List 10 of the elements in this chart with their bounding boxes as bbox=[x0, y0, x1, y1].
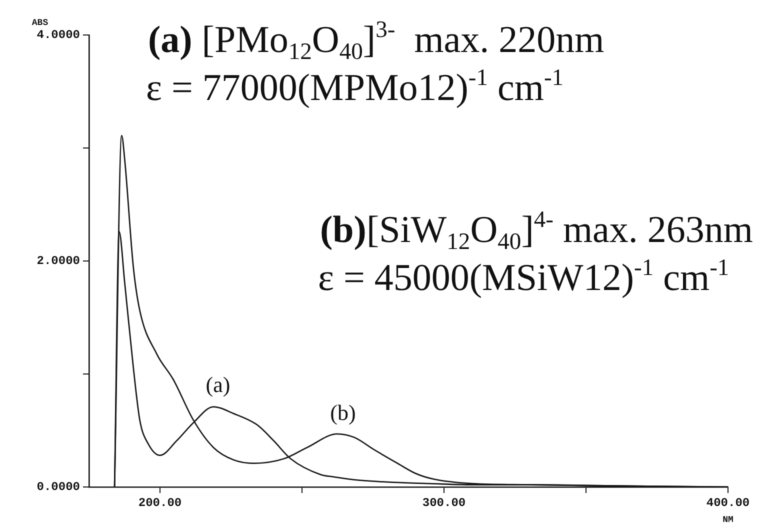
y-tick-label: 4.0000 bbox=[36, 28, 80, 42]
x-tick-label: 300.00 bbox=[422, 496, 466, 510]
annotation: (a) bbox=[206, 372, 230, 397]
x-tick-label: 400.00 bbox=[706, 496, 750, 510]
annotation: (b) bbox=[330, 400, 356, 425]
x-axis-title: NM bbox=[722, 515, 734, 525]
y-tick-label: 0.0000 bbox=[36, 480, 80, 494]
x-tick-label: 200.00 bbox=[138, 496, 182, 510]
y-axis-title: ABS bbox=[32, 18, 49, 28]
y-tick-label: 2.0000 bbox=[36, 254, 80, 268]
